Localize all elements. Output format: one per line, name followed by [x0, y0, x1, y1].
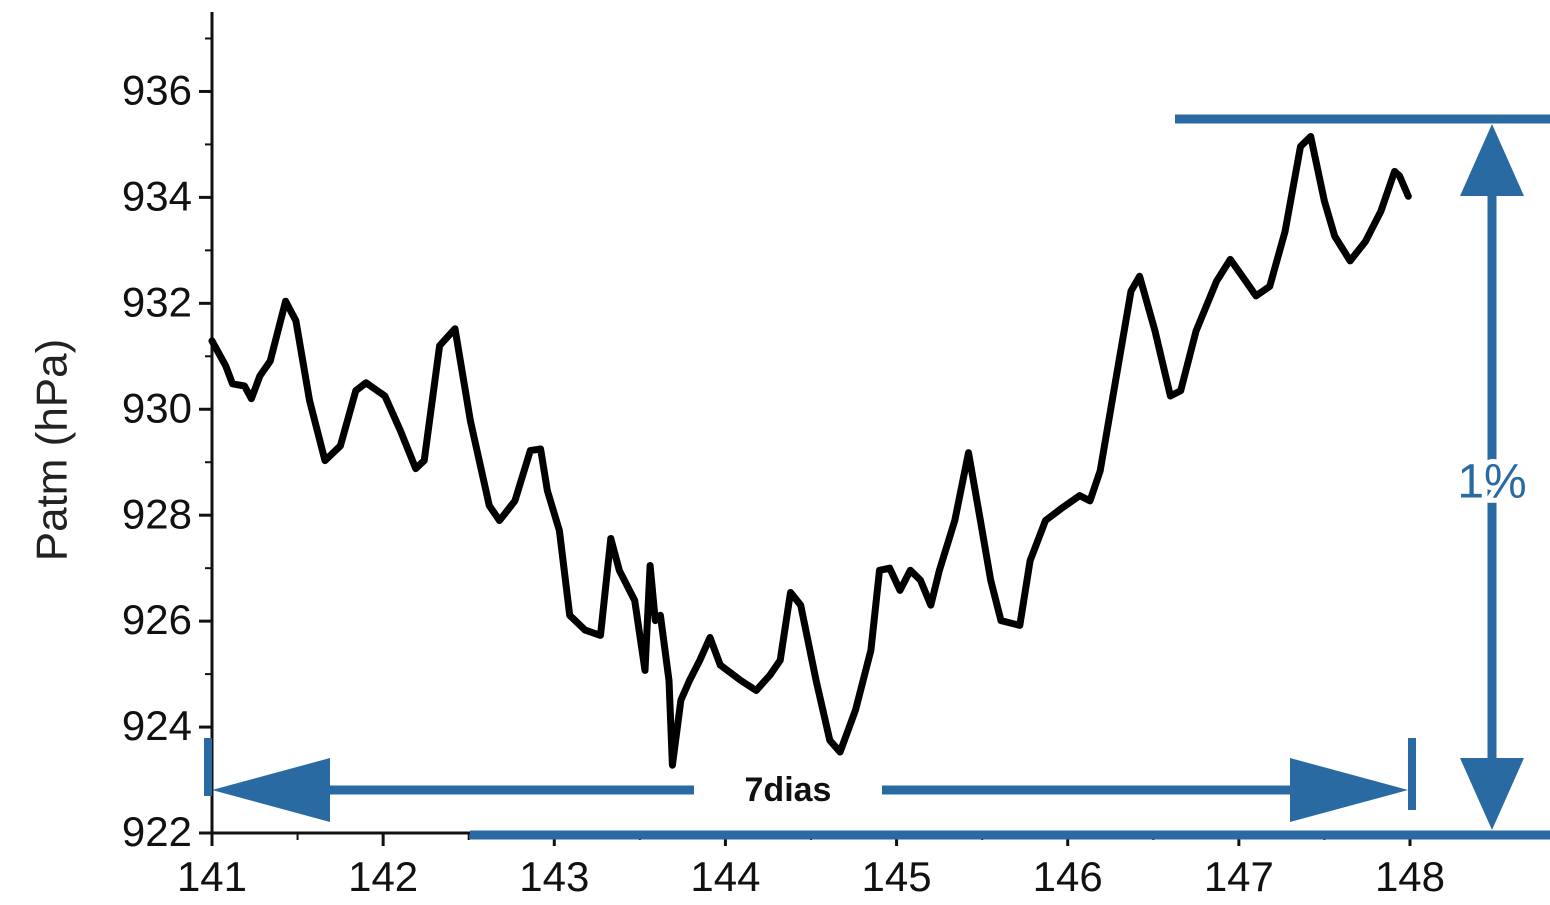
y-axis-label: Patm (hPa) [28, 339, 77, 562]
y-tick-label: 936 [122, 67, 192, 114]
x-tick-label: 147 [1204, 853, 1274, 900]
x-tick-label: 146 [1033, 853, 1103, 900]
x-tick-label: 145 [862, 853, 932, 900]
percent-label: 1% [1457, 456, 1526, 509]
x-tick-label: 143 [519, 853, 589, 900]
x-tick-label: 144 [690, 853, 760, 900]
arrow-head [212, 758, 330, 822]
y-tick-label: 932 [122, 278, 192, 325]
y-tick-label: 926 [122, 596, 192, 643]
y-tick-label: 934 [122, 172, 192, 219]
y-tick-label: 928 [122, 490, 192, 537]
duration-label: 7dias [745, 771, 832, 809]
y-tick-label: 922 [122, 808, 192, 855]
arrow-head [1290, 758, 1408, 822]
data-line [208, 133, 1412, 769]
y-tick-label: 924 [122, 702, 192, 749]
x-tick-label: 141 [177, 853, 247, 900]
annotation-arrows [204, 114, 1550, 840]
x-tick-label: 142 [348, 853, 418, 900]
arrow-head [1460, 124, 1524, 196]
y-tick-label: 930 [122, 384, 192, 431]
x-tick-label: 148 [1375, 853, 1445, 900]
arrow-head [1460, 758, 1524, 830]
